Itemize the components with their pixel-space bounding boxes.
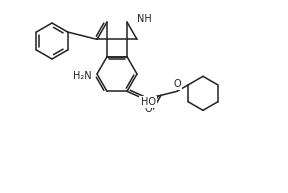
Text: H₂N: H₂N (73, 71, 92, 81)
Text: HO: HO (141, 97, 156, 107)
Text: O: O (173, 79, 181, 89)
Text: O: O (144, 104, 152, 114)
Text: N: N (141, 100, 149, 110)
Text: NH: NH (137, 14, 152, 24)
